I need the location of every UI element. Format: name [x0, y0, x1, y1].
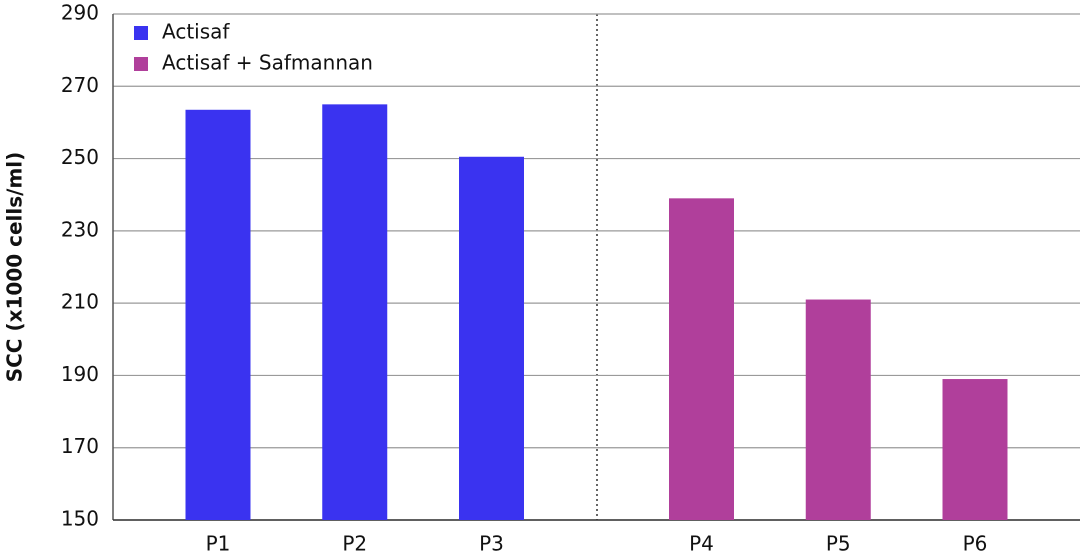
legend-label: Actisaf	[162, 20, 230, 44]
y-tick-label: 190	[61, 362, 99, 386]
y-tick-label: 150	[61, 507, 99, 531]
x-tick-label: P3	[479, 532, 504, 556]
x-tick-label: P5	[826, 532, 851, 556]
bar	[185, 109, 251, 521]
bar	[942, 379, 1008, 520]
legend-swatch	[134, 26, 148, 40]
y-tick-label: 250	[61, 145, 99, 169]
x-tick-label: P6	[963, 532, 988, 556]
y-tick-label: 170	[61, 434, 99, 458]
x-tick-label: P2	[342, 532, 367, 556]
bar	[669, 198, 734, 521]
y-axis-label: SCC (x1000 cells/ml)	[3, 152, 27, 383]
x-tick-label: P1	[206, 532, 231, 556]
bar	[805, 299, 871, 520]
y-tick-label: 270	[61, 73, 99, 97]
bar	[322, 104, 388, 520]
y-tick-label: 210	[61, 290, 99, 314]
legend-swatch	[134, 57, 148, 71]
x-tick-label: P4	[689, 532, 714, 556]
y-tick-label: 290	[61, 1, 99, 25]
legend-label: Actisaf + Safmannan	[162, 51, 373, 75]
bar	[459, 156, 524, 520]
y-tick-label: 230	[61, 217, 99, 241]
